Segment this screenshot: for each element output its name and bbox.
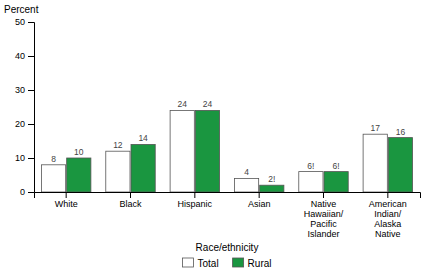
x-tick: Hispanic <box>178 192 213 209</box>
x-tick-label: AmericanIndian/AlaskaNative <box>369 199 407 239</box>
x-tick-label-line: Black <box>119 199 142 209</box>
x-tick-mark <box>323 192 324 198</box>
x-tick: NativeHawaiian/PacificIslander <box>304 192 344 239</box>
y-tick-label: 0 <box>20 187 25 197</box>
legend-item: Total <box>182 258 218 269</box>
data-label: 14 <box>138 133 148 143</box>
x-tick-label: White <box>55 199 78 209</box>
x-tick-label-line: Alaska <box>374 219 401 229</box>
y-tick: 20 <box>15 119 34 129</box>
bar <box>41 165 65 192</box>
x-tick-mark <box>259 192 260 198</box>
legend-item: Rural <box>233 258 272 269</box>
data-label: 16 <box>396 127 406 137</box>
x-tick-mark <box>130 192 131 198</box>
bars <box>41 110 412 192</box>
bar <box>299 172 323 192</box>
x-tick-label: NativeHawaiian/PacificIslander <box>304 199 344 239</box>
legend: Total Rural <box>182 258 271 269</box>
y-tick-label: 50 <box>15 17 25 27</box>
y-tick: 30 <box>15 85 34 95</box>
bar <box>324 172 348 192</box>
data-label: 17 <box>370 123 380 133</box>
legend-swatch <box>233 258 244 267</box>
legend-label: Rural <box>248 258 272 269</box>
bar <box>388 138 412 192</box>
data-label: 6! <box>307 161 314 171</box>
data-label: 10 <box>74 147 84 157</box>
x-tick: AmericanIndian/AlaskaNative <box>369 192 407 239</box>
y-tick-mark <box>28 90 34 91</box>
data-label: 24 <box>203 99 213 109</box>
y-tick-mark <box>28 56 34 57</box>
x-tick: Black <box>119 192 142 209</box>
y-tick-label: 30 <box>15 85 25 95</box>
y-tick-label: 40 <box>15 51 25 61</box>
bar <box>363 134 387 192</box>
x-axis-title: Race/ethnicity <box>196 242 259 253</box>
x-tick-label-line: Indian/ <box>374 209 402 219</box>
x-tick-label-line: Pacific <box>310 219 337 229</box>
x-tick: Asian <box>248 192 271 209</box>
y-tick-label: 20 <box>15 119 25 129</box>
x-tick-label-line: American <box>369 199 407 209</box>
data-labels: 8 12 24 4 6! 17 10 14 24 2! 6! 16 <box>51 99 405 184</box>
x-tick-label-line: Native <box>375 229 401 239</box>
x-axis-line <box>35 193 421 199</box>
y-axis-title: Percent <box>4 4 39 15</box>
x-tick-label-line: White <box>55 199 78 209</box>
data-label: 8 <box>51 154 56 164</box>
bar <box>67 158 91 192</box>
y-tick-mark <box>28 22 34 23</box>
x-tick-mark <box>66 192 67 198</box>
y-tick: 10 <box>15 153 34 163</box>
x-tick-label: Asian <box>248 199 271 209</box>
x-tick-mark <box>194 192 195 198</box>
y-tick-label: 10 <box>15 153 25 163</box>
x-tick-mark <box>387 192 388 198</box>
chart: 0 10 20 30 40 50 White Black Hispanic Asian Native… <box>0 0 430 274</box>
y-tick-mark <box>28 192 34 193</box>
y-tick-mark <box>28 124 34 125</box>
y-tick-mark <box>28 158 34 159</box>
x-tick-label: Black <box>119 199 142 209</box>
bar <box>260 185 284 192</box>
bar <box>234 178 258 192</box>
data-label: 4 <box>244 167 249 177</box>
y-tick: 50 <box>15 17 34 27</box>
x-tick-label-line: Native <box>311 199 337 209</box>
x-tick-label-line: Hispanic <box>178 199 213 209</box>
x-axis: WhiteBlackHispanicAsianNativeHawaiian/Pa… <box>35 192 421 239</box>
x-tick-label-line: Hawaiian/ <box>304 209 344 219</box>
data-label: 24 <box>177 99 187 109</box>
y-tick: 40 <box>15 51 34 61</box>
x-tick-label: Hispanic <box>178 199 213 209</box>
bar <box>195 110 219 192</box>
legend-label: Total <box>197 258 218 269</box>
y-axis: 0 10 20 30 40 50 <box>15 17 35 197</box>
bar <box>106 151 130 192</box>
legend-swatch <box>182 258 193 267</box>
x-tick: White <box>55 192 78 209</box>
data-label: 2! <box>268 174 275 184</box>
data-label: 12 <box>113 140 123 150</box>
data-label: 6! <box>333 161 340 171</box>
y-tick: 0 <box>20 187 34 197</box>
x-tick-label-line: Islander <box>307 229 339 239</box>
x-tick-label-line: Asian <box>248 199 271 209</box>
bar <box>131 144 155 192</box>
y-axis-line <box>28 23 35 193</box>
bar <box>170 110 194 192</box>
